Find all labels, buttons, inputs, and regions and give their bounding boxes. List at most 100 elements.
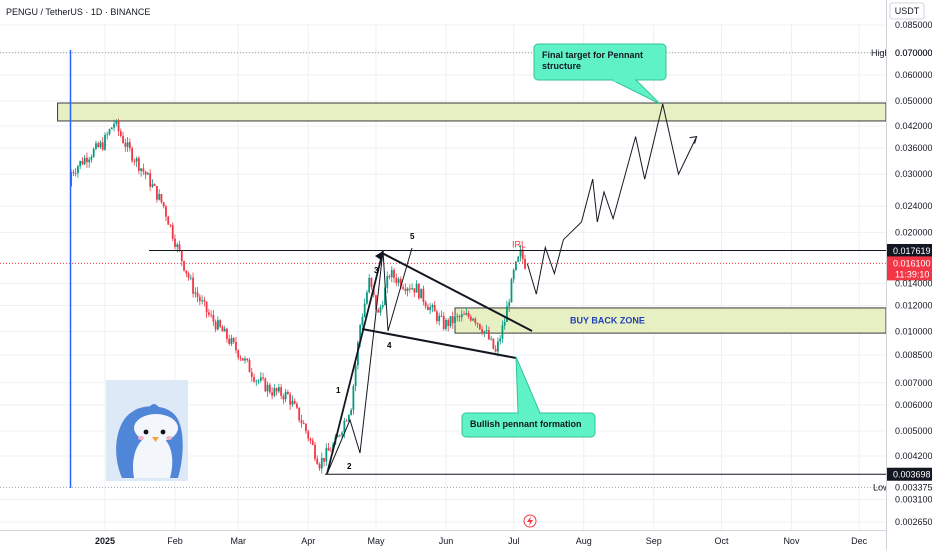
candle-body	[436, 311, 438, 322]
candle-body	[77, 166, 79, 174]
candle-body	[122, 135, 124, 144]
price-tag-label: 0.017619	[893, 246, 931, 256]
candle-body	[255, 380, 258, 382]
candle-body	[271, 392, 273, 396]
candle-body	[196, 292, 199, 297]
candle-body	[381, 305, 384, 308]
candle-body	[451, 316, 454, 324]
high-value: 0.070000	[895, 48, 932, 58]
candle-body	[494, 348, 497, 352]
candle-body	[429, 307, 432, 311]
candle-body	[140, 168, 143, 171]
projection-path	[526, 103, 698, 295]
low-value: 0.003375	[895, 482, 932, 492]
penguin-tuft	[148, 404, 160, 411]
candle-body	[478, 323, 481, 330]
candle-body	[248, 360, 251, 373]
price-tag-label: 0.003698	[893, 470, 931, 480]
candle-body	[259, 377, 262, 381]
x-tick-label: Nov	[783, 536, 800, 546]
candle-body	[347, 414, 350, 422]
price-tag	[887, 243, 932, 257]
candle-body	[377, 309, 380, 313]
candle-body	[427, 306, 429, 311]
candle-body	[239, 357, 242, 359]
wave-label: 4	[387, 341, 392, 350]
candle-body	[395, 277, 398, 283]
candle-body	[345, 420, 348, 422]
pennant-note-joint	[519, 411, 539, 415]
candle-body	[415, 283, 418, 293]
candle-body	[506, 306, 508, 322]
candle-body	[449, 316, 452, 327]
candle-body	[226, 328, 228, 339]
candle-body	[117, 121, 120, 132]
candle-body	[106, 134, 109, 136]
candle-body	[282, 395, 285, 400]
candle-body	[147, 173, 149, 175]
candle-body	[483, 331, 486, 334]
candle-body	[185, 270, 188, 274]
candle-body	[293, 400, 296, 404]
candle-body	[305, 423, 307, 432]
candle-body	[519, 249, 522, 257]
candle-body	[338, 435, 341, 436]
x-tick-label: May	[367, 536, 385, 546]
candle-body	[510, 279, 513, 303]
candle-body	[92, 148, 95, 157]
candle-body	[327, 448, 330, 451]
y-tick-label: 0.070000	[895, 48, 932, 58]
grid-lines	[0, 24, 886, 530]
candle-body	[370, 277, 373, 287]
candle-body	[180, 250, 183, 262]
candle-body	[228, 338, 231, 344]
x-tick-label: Jun	[439, 536, 454, 546]
candle-body	[359, 325, 362, 343]
candle-body	[406, 288, 409, 291]
candle-body	[131, 148, 133, 161]
candle-body	[499, 338, 502, 342]
candle-body	[420, 288, 423, 299]
candle-body	[128, 142, 131, 149]
candle-body	[174, 238, 176, 248]
candle-body	[316, 458, 319, 465]
candle-body	[366, 292, 368, 304]
candle-body	[350, 409, 353, 415]
candle-body	[88, 159, 91, 163]
candle-body	[501, 325, 504, 339]
candle-body	[408, 288, 411, 290]
candle-body	[273, 388, 276, 396]
projection-arrowhead	[689, 136, 698, 144]
candle-body	[422, 288, 425, 302]
penguin-cheek-right	[166, 436, 172, 440]
candle-body	[280, 387, 283, 396]
candle-body	[115, 121, 118, 124]
candle-body	[176, 244, 179, 248]
candle-body	[219, 320, 222, 327]
x-tick-label: Mar	[230, 536, 246, 546]
candle-body	[361, 317, 364, 326]
candle-body	[86, 157, 88, 163]
zone-rect	[454, 307, 887, 334]
y-tick-label: 0.006000	[895, 400, 932, 410]
y-tick-label: 0.085000	[895, 20, 932, 30]
pennant-lower-line	[361, 328, 517, 359]
candle-body	[257, 380, 260, 382]
candle-body	[232, 338, 235, 343]
candle-body	[214, 321, 217, 330]
candle-body	[241, 358, 244, 361]
y-tick-label: 0.007000	[895, 378, 932, 388]
candle-body	[156, 185, 158, 200]
candle-body	[474, 318, 477, 323]
candle-body	[329, 450, 332, 452]
y-tick-label: 0.030000	[895, 169, 932, 179]
candle-body	[287, 391, 289, 395]
candle-body	[447, 319, 450, 327]
candle-body	[264, 378, 267, 392]
y-tick-label: 0.003100	[895, 495, 932, 505]
candle-body	[336, 435, 339, 438]
candle-body	[99, 142, 102, 148]
candle-body	[307, 431, 310, 439]
